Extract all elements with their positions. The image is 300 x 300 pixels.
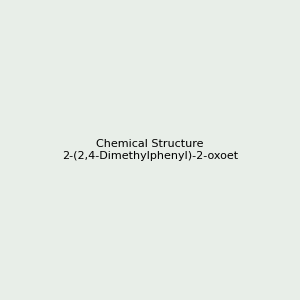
Text: Chemical Structure
2-(2,4-Dimethylphenyl)-2-oxoet: Chemical Structure 2-(2,4-Dimethylphenyl… [62,139,238,161]
